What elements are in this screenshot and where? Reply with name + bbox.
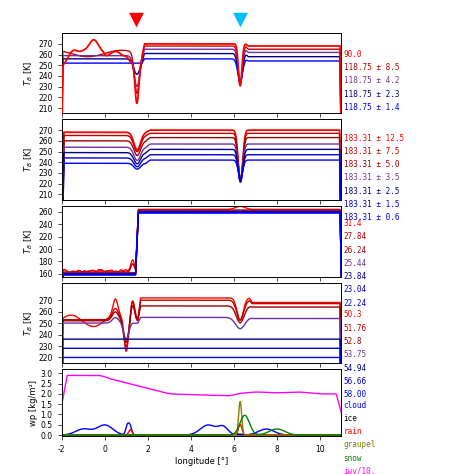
Text: 23.84: 23.84 xyxy=(344,272,367,281)
Text: 54.94: 54.94 xyxy=(344,364,367,373)
Text: ice: ice xyxy=(344,414,357,423)
Text: 183.31 ± 7.5: 183.31 ± 7.5 xyxy=(344,147,399,156)
Y-axis label: $T_B$ [K]: $T_B$ [K] xyxy=(23,147,36,172)
Y-axis label: $T_B$ [K]: $T_B$ [K] xyxy=(23,228,36,254)
Y-axis label: wp [kg/m²]: wp [kg/m²] xyxy=(29,380,38,426)
Text: 183.31 ± 12.5: 183.31 ± 12.5 xyxy=(344,134,404,143)
Text: ▼: ▼ xyxy=(129,9,145,28)
Text: snow: snow xyxy=(344,454,362,463)
Text: iwv/10.: iwv/10. xyxy=(344,467,376,474)
Text: 118.75 ± 1.4: 118.75 ± 1.4 xyxy=(344,103,399,112)
Text: ▼: ▼ xyxy=(233,9,248,28)
Text: 90.0: 90.0 xyxy=(344,50,362,59)
Text: 31.4: 31.4 xyxy=(344,219,362,228)
Text: 25.44: 25.44 xyxy=(344,259,367,268)
Text: 51.76: 51.76 xyxy=(344,324,367,333)
Text: 22.24: 22.24 xyxy=(344,299,367,308)
Text: graupel: graupel xyxy=(344,440,376,449)
Text: 183.31 ± 3.5: 183.31 ± 3.5 xyxy=(344,173,399,182)
Text: 118.75 ± 2.3: 118.75 ± 2.3 xyxy=(344,90,399,99)
Text: 118.75 ± 8.5: 118.75 ± 8.5 xyxy=(344,63,399,72)
Text: 183.31 ± 2.5: 183.31 ± 2.5 xyxy=(344,187,399,196)
Text: 183.31 ± 1.5: 183.31 ± 1.5 xyxy=(344,200,399,209)
Text: 118.75 ± 4.2: 118.75 ± 4.2 xyxy=(344,76,399,85)
Text: cloud: cloud xyxy=(344,401,367,410)
Text: rain: rain xyxy=(344,427,362,436)
Text: 52.8: 52.8 xyxy=(344,337,362,346)
Y-axis label: $T_B$ [K]: $T_B$ [K] xyxy=(23,61,36,86)
Text: 58.00: 58.00 xyxy=(344,390,367,399)
Y-axis label: $T_B$ [K]: $T_B$ [K] xyxy=(23,310,36,336)
Text: 50.3: 50.3 xyxy=(344,310,362,319)
Text: 26.24: 26.24 xyxy=(344,246,367,255)
Text: 23.04: 23.04 xyxy=(344,285,367,294)
X-axis label: longitude [°]: longitude [°] xyxy=(175,457,228,466)
Text: 183.31 ± 0.6: 183.31 ± 0.6 xyxy=(344,213,399,222)
Text: 56.66: 56.66 xyxy=(344,377,367,386)
Text: 53.75: 53.75 xyxy=(344,350,367,359)
Text: 183.31 ± 5.0: 183.31 ± 5.0 xyxy=(344,160,399,169)
Text: 27.84: 27.84 xyxy=(344,232,367,241)
